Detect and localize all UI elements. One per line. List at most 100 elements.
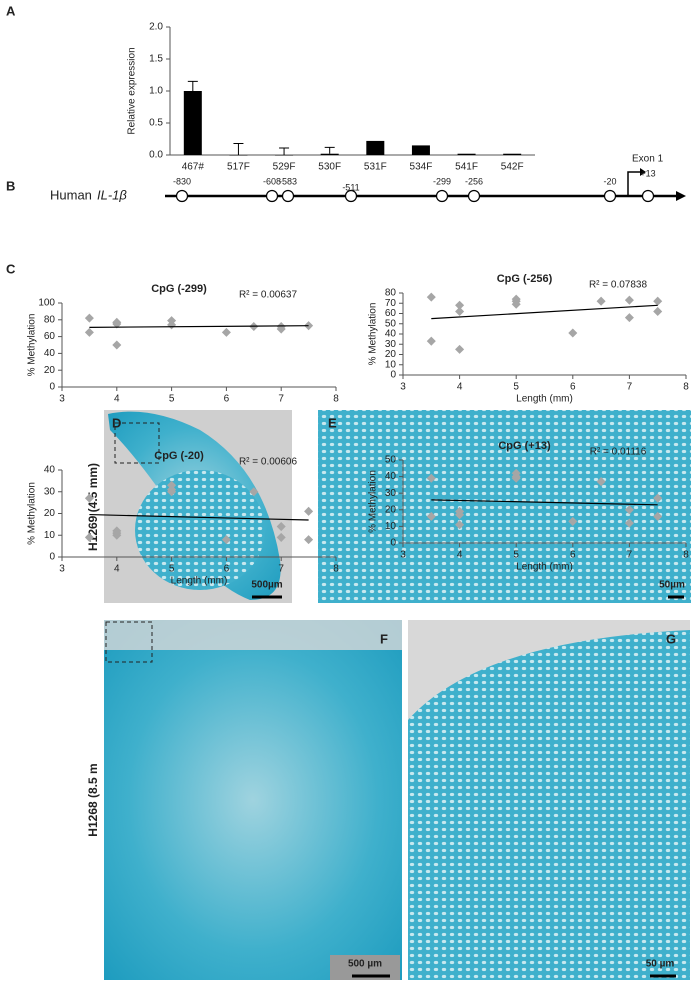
y-tick-label: 30 bbox=[385, 488, 397, 499]
error-bar bbox=[279, 147, 290, 155]
point bbox=[426, 336, 436, 346]
point bbox=[221, 535, 231, 545]
y-tick-label: 10 bbox=[385, 359, 397, 370]
scale-label: 500 µm bbox=[348, 959, 382, 970]
x-tick-label: 7 bbox=[627, 382, 633, 393]
site-label: -20 bbox=[603, 176, 616, 186]
scale-label: 50µm bbox=[659, 580, 685, 591]
error-bar bbox=[187, 80, 198, 91]
image-label: E bbox=[328, 415, 337, 430]
x-tick-label: 542F bbox=[501, 162, 524, 173]
trendline bbox=[431, 304, 658, 320]
point bbox=[84, 327, 94, 337]
x-tick-label: 8 bbox=[683, 382, 689, 393]
sample-label: H1269 (4.5 mm) bbox=[86, 463, 100, 551]
point bbox=[653, 296, 663, 306]
y-tick-label: 20 bbox=[385, 349, 397, 360]
panel-label: C bbox=[6, 261, 16, 276]
x-tick-label: 6 bbox=[224, 564, 230, 575]
point bbox=[84, 313, 94, 323]
y-tick-label: 20 bbox=[385, 504, 397, 515]
chart-title: CpG (-256) bbox=[497, 273, 553, 285]
point bbox=[276, 532, 286, 542]
cpg-site bbox=[265, 189, 279, 203]
point bbox=[653, 493, 663, 503]
x-tick-label: 534F bbox=[410, 162, 433, 173]
point bbox=[84, 493, 94, 503]
bar bbox=[320, 153, 339, 155]
y-axis-label: Relative expression bbox=[127, 47, 138, 134]
y-tick-label: 10 bbox=[44, 530, 56, 541]
tissue bbox=[135, 470, 265, 590]
point bbox=[568, 328, 578, 338]
x-tick-label: 530F bbox=[318, 162, 341, 173]
x-tick-label: 7 bbox=[278, 394, 284, 405]
point bbox=[249, 487, 259, 497]
y-tick-label: 0.0 bbox=[149, 150, 163, 161]
tissue bbox=[408, 630, 690, 980]
x-tick-label: 3 bbox=[400, 550, 406, 561]
point bbox=[624, 295, 634, 305]
site-label: -299 bbox=[433, 176, 451, 186]
y-tick-label: 40 bbox=[44, 465, 56, 476]
x-tick-label: 529F bbox=[273, 162, 296, 173]
y-tick-label: 0.5 bbox=[149, 118, 163, 129]
y-tick-label: 70 bbox=[385, 298, 397, 309]
x-tick-label: 4 bbox=[457, 382, 463, 393]
point bbox=[511, 299, 521, 309]
x-tick-label: 3 bbox=[400, 382, 406, 393]
r-squared: R² = 0.07838 bbox=[589, 280, 648, 291]
x-tick-label: 5 bbox=[169, 564, 175, 575]
y-tick-label: 1.0 bbox=[149, 86, 163, 97]
trendline bbox=[89, 325, 309, 328]
x-tick-label: 6 bbox=[224, 394, 230, 405]
y-tick-label: 40 bbox=[44, 348, 56, 359]
bar bbox=[183, 91, 202, 155]
y-tick-label: 100 bbox=[38, 298, 55, 309]
y-tick-label: 2.0 bbox=[149, 22, 163, 33]
image-label: G bbox=[666, 631, 676, 646]
panel-label: B bbox=[6, 178, 15, 193]
point bbox=[596, 296, 606, 306]
cpg-site bbox=[641, 189, 655, 203]
y-tick-label: 60 bbox=[385, 308, 397, 319]
tss-arrow bbox=[627, 171, 640, 196]
point bbox=[596, 477, 606, 487]
y-tick-label: 50 bbox=[385, 455, 397, 466]
point bbox=[624, 313, 634, 323]
bar bbox=[503, 153, 522, 155]
x-axis-label: Length (mm) bbox=[171, 576, 228, 587]
panel-label: A bbox=[6, 3, 16, 18]
scale-label: 50 µm bbox=[646, 959, 675, 970]
chart-title: CpG (+13) bbox=[498, 440, 551, 452]
bar bbox=[457, 153, 476, 155]
x-tick-label: 7 bbox=[627, 550, 633, 561]
y-tick-label: 80 bbox=[44, 314, 56, 325]
y-tick-label: 20 bbox=[44, 365, 56, 376]
bar bbox=[411, 145, 430, 155]
point bbox=[112, 340, 122, 350]
y-tick-label: 60 bbox=[44, 331, 56, 342]
trendline bbox=[431, 499, 658, 506]
x-tick-label: 541F bbox=[455, 162, 478, 173]
tss-arrow-head bbox=[640, 168, 646, 176]
point bbox=[304, 535, 314, 545]
point bbox=[426, 292, 436, 302]
x-tick-label: 8 bbox=[333, 564, 339, 575]
y-tick-label: 0 bbox=[49, 382, 55, 393]
site-label: -256 bbox=[465, 176, 483, 186]
r-squared: R² = 0.00606 bbox=[239, 457, 298, 468]
point bbox=[304, 506, 314, 516]
x-tick-label: 7 bbox=[278, 564, 284, 575]
y-tick-label: 30 bbox=[44, 486, 56, 497]
sample-label: H1268 (8.5 m bbox=[86, 763, 100, 836]
x-tick-label: 517F bbox=[227, 162, 250, 173]
y-tick-label: 10 bbox=[385, 521, 397, 532]
exon-label: Exon 1 bbox=[632, 154, 664, 165]
bar bbox=[366, 140, 385, 155]
bar bbox=[229, 155, 248, 156]
point bbox=[221, 327, 231, 337]
cpg-site bbox=[175, 189, 189, 203]
cpg-site bbox=[344, 189, 358, 203]
